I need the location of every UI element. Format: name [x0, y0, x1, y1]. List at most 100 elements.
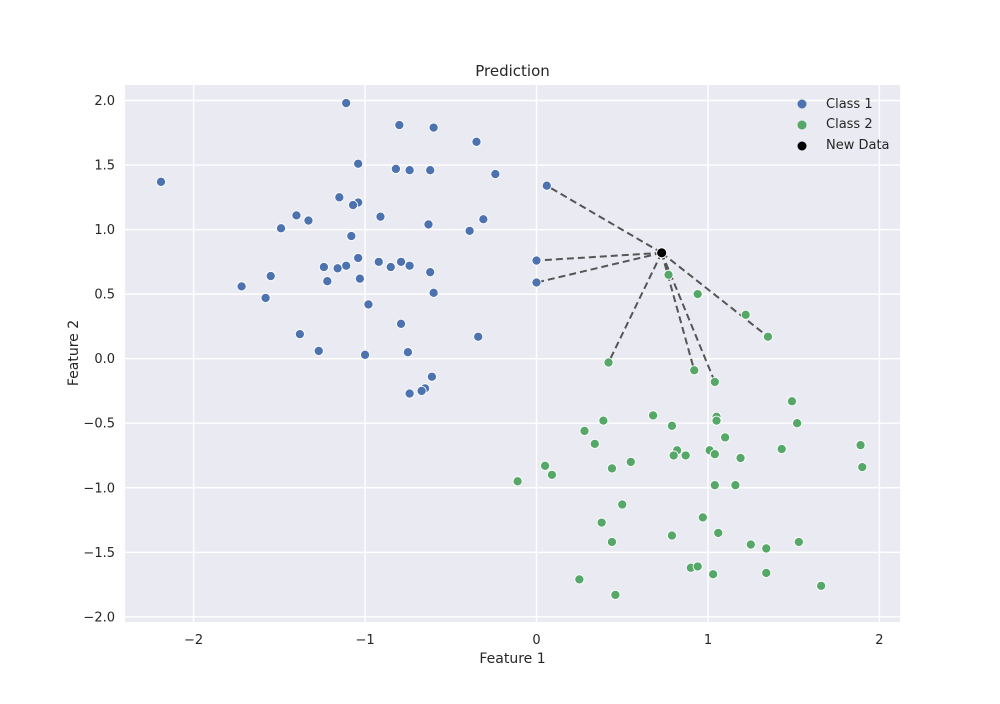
class1-point	[294, 329, 305, 340]
class1-point	[394, 119, 405, 131]
class1-point	[404, 165, 415, 176]
class2-point	[762, 331, 774, 342]
class1-point	[531, 277, 542, 288]
class2-point	[792, 418, 803, 429]
y-tick-label: −1.0	[83, 481, 115, 496]
class2-point	[816, 580, 827, 591]
class2-point	[546, 469, 557, 480]
class1-point	[531, 255, 542, 266]
new-data-point	[656, 247, 668, 259]
class2-point	[730, 480, 741, 491]
y-tick-label: 0.0	[94, 352, 115, 367]
y-tick-label: 2.0	[94, 94, 115, 109]
class2-point	[709, 376, 720, 387]
class2-point	[512, 476, 523, 487]
class1-point	[396, 318, 407, 329]
data-points	[155, 98, 868, 600]
class2-point	[735, 453, 746, 464]
class1-point	[471, 136, 482, 147]
x-axis-ticks: −2 −1 0 1 2	[184, 633, 884, 648]
class1-point	[373, 256, 384, 267]
legend: Class 1 Class 2 New Data	[797, 97, 890, 153]
class1-point	[478, 214, 489, 225]
class2-point	[786, 396, 798, 407]
class1-point	[341, 260, 352, 271]
class1-point	[332, 263, 343, 274]
class1-point	[313, 345, 324, 356]
class2-point	[855, 440, 866, 451]
class1-point	[416, 385, 427, 396]
class2-point	[689, 365, 700, 376]
class1-point	[402, 347, 413, 358]
class2-point	[697, 512, 708, 523]
class2-point	[761, 567, 772, 578]
class2-point	[711, 415, 722, 426]
class1-point	[375, 211, 386, 222]
class2-point	[648, 410, 659, 421]
class2-point	[666, 530, 678, 541]
class1-point	[275, 223, 287, 234]
class2-point	[589, 438, 600, 449]
class2-point	[740, 309, 751, 320]
y-tick-label: −0.5	[83, 417, 115, 432]
class2-point	[720, 432, 731, 443]
class2-point	[709, 449, 720, 460]
class1-point	[541, 180, 552, 191]
y-axis-ticks: −2.0 −1.5 −1.0 −0.5 0.0 0.5 1.0 1.5 2.0	[83, 94, 115, 625]
class1-point	[385, 261, 396, 273]
class1-point	[341, 98, 352, 109]
y-tick-label: 0.5	[94, 288, 115, 303]
class1-point	[347, 200, 359, 211]
class2-point	[692, 289, 703, 300]
legend-marker-new-data	[797, 141, 807, 151]
class1-point	[390, 163, 401, 174]
class1-point	[236, 281, 247, 292]
class1-point	[473, 331, 484, 342]
class1-point	[155, 176, 167, 187]
x-tick-label: 1	[704, 633, 712, 648]
class1-point	[322, 276, 333, 287]
class1-point	[464, 225, 475, 236]
neighbor-line	[607, 252, 663, 363]
class1-point	[334, 192, 345, 203]
class1-point	[291, 210, 302, 221]
chart-title: Prediction	[475, 62, 550, 80]
y-axis-label: Feature 2	[66, 320, 82, 386]
legend-marker-class2	[797, 120, 807, 130]
class1-point	[404, 388, 415, 399]
y-tick-label: −1.5	[83, 546, 115, 561]
neighbor-lines	[536, 184, 769, 383]
class1-point	[396, 256, 407, 267]
x-tick-label: −1	[355, 633, 374, 648]
class2-point	[776, 443, 787, 455]
class1-point	[353, 158, 364, 169]
class1-point	[359, 349, 371, 360]
class1-point	[423, 219, 434, 230]
legend-label-class1: Class 1	[826, 97, 873, 112]
class1-point	[428, 287, 439, 298]
legend-label-new-data: New Data	[826, 138, 890, 153]
class2-point	[857, 462, 868, 473]
class2-point	[625, 456, 636, 467]
class2-point	[598, 415, 609, 426]
neighbor-line	[546, 184, 663, 254]
y-tick-label: −2.0	[83, 610, 115, 625]
class2-point	[713, 527, 724, 538]
class1-point	[318, 261, 329, 273]
class2-point	[603, 357, 614, 368]
class2-point	[745, 539, 756, 550]
class2-point	[596, 517, 607, 528]
class2-point	[692, 561, 703, 572]
legend-label-class2: Class 2	[826, 117, 873, 132]
class1-point	[425, 267, 436, 278]
class1-point	[363, 299, 374, 310]
neighbor-line	[660, 252, 696, 371]
class2-point	[540, 460, 551, 471]
class1-point	[303, 215, 314, 226]
class1-point	[346, 230, 357, 242]
class2-point	[579, 425, 590, 437]
class2-point	[709, 480, 720, 491]
class2-point	[606, 463, 617, 474]
class1-point	[353, 252, 364, 264]
x-axis-label: Feature 1	[479, 651, 545, 667]
